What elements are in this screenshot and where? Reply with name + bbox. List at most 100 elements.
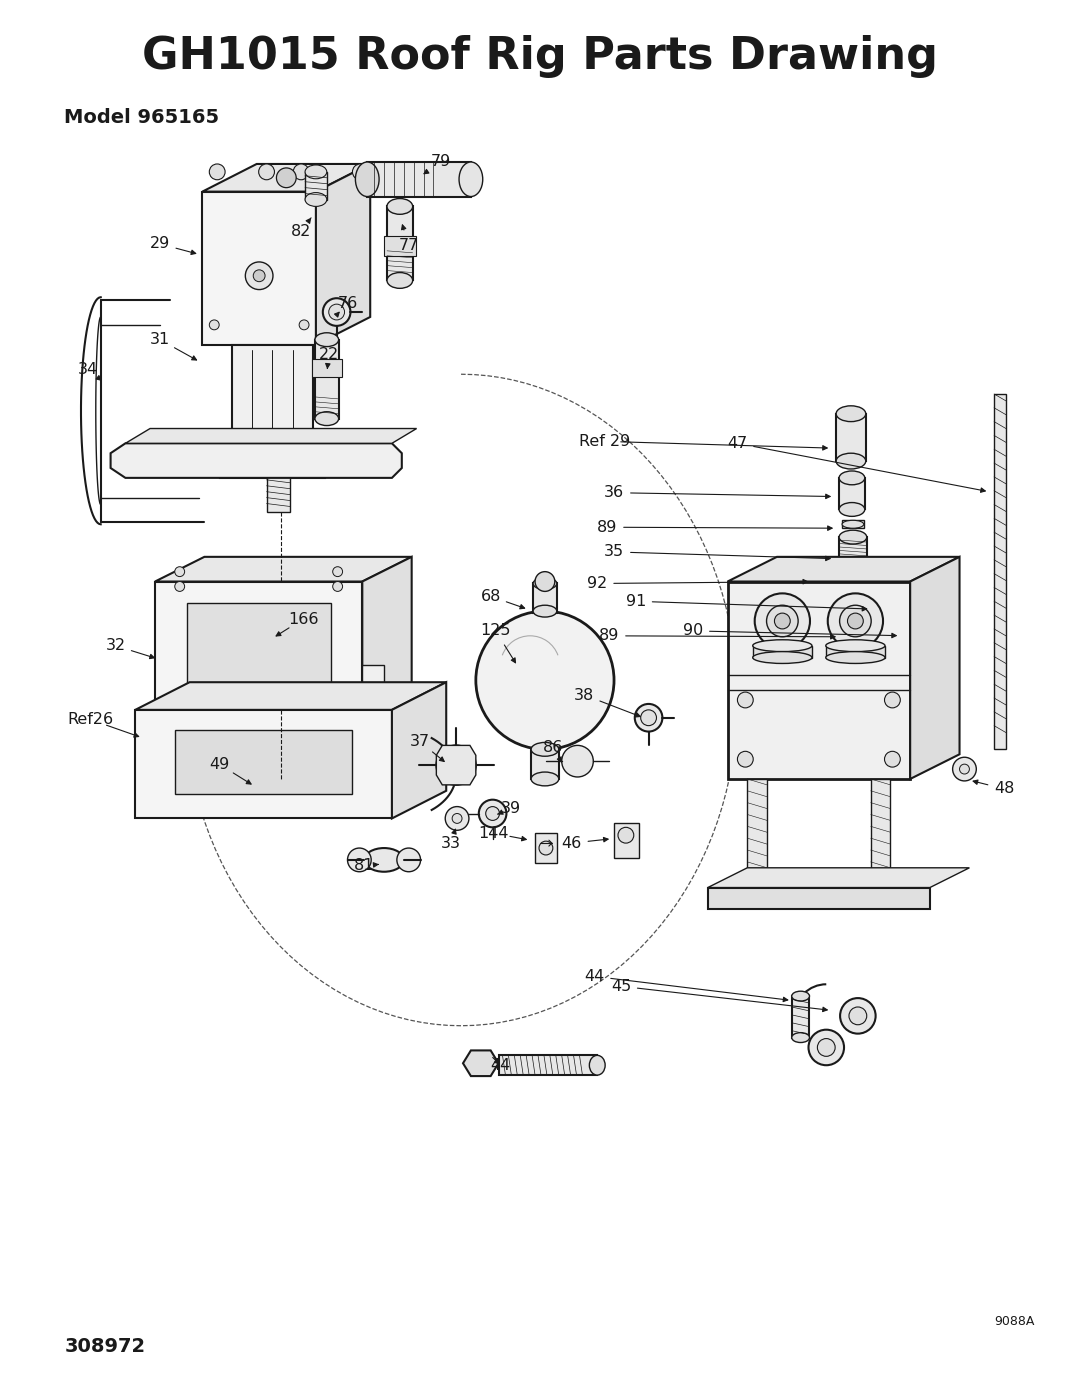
Text: 89: 89 (597, 520, 618, 535)
Ellipse shape (364, 848, 404, 872)
Text: 81: 81 (354, 858, 375, 873)
Bar (534, 584, 557, 613)
Text: 34: 34 (78, 362, 98, 377)
Bar (876, 595, 895, 623)
Text: 45: 45 (611, 979, 631, 993)
Polygon shape (728, 557, 959, 581)
Bar (305, 172, 327, 200)
Bar (156, 581, 362, 710)
Circle shape (839, 605, 872, 637)
Circle shape (953, 757, 976, 781)
Ellipse shape (836, 453, 866, 469)
Text: 166: 166 (288, 612, 319, 626)
Bar (135, 710, 392, 819)
Bar (175, 729, 352, 793)
Circle shape (486, 806, 500, 820)
Text: 79: 79 (431, 155, 451, 169)
Text: 308972: 308972 (64, 1337, 146, 1356)
Ellipse shape (531, 773, 558, 787)
Bar (232, 345, 313, 462)
Circle shape (323, 298, 351, 326)
Circle shape (618, 827, 634, 844)
Text: 32: 32 (106, 638, 125, 654)
Text: 44: 44 (584, 970, 605, 983)
Text: Ref26: Ref26 (68, 712, 113, 728)
Circle shape (446, 756, 465, 775)
Circle shape (476, 610, 615, 749)
Circle shape (562, 746, 593, 777)
Circle shape (210, 163, 225, 180)
Ellipse shape (792, 1032, 810, 1042)
Polygon shape (910, 557, 959, 780)
Circle shape (640, 710, 657, 725)
Ellipse shape (753, 651, 812, 664)
Polygon shape (707, 868, 970, 887)
Ellipse shape (836, 405, 866, 422)
Ellipse shape (305, 193, 327, 207)
Ellipse shape (839, 531, 867, 543)
Bar (905, 626, 924, 645)
Circle shape (635, 704, 662, 732)
Circle shape (396, 848, 420, 872)
Bar (220, 448, 325, 478)
Circle shape (259, 163, 274, 180)
Ellipse shape (826, 651, 885, 664)
Circle shape (539, 841, 553, 855)
Circle shape (222, 453, 232, 462)
Circle shape (848, 613, 863, 629)
Text: 76: 76 (337, 296, 357, 310)
Circle shape (827, 594, 883, 648)
Bar (362, 665, 384, 696)
Bar (499, 1055, 597, 1076)
Text: 86: 86 (542, 740, 563, 754)
Circle shape (175, 581, 185, 591)
Circle shape (959, 764, 970, 774)
Text: Ref 29: Ref 29 (579, 434, 630, 448)
Text: 39: 39 (500, 800, 521, 816)
Bar (747, 780, 767, 887)
Circle shape (348, 848, 372, 872)
Text: 125: 125 (481, 623, 511, 638)
Ellipse shape (839, 503, 865, 517)
Polygon shape (362, 557, 411, 710)
Text: 90: 90 (683, 623, 703, 638)
Circle shape (738, 752, 753, 767)
Polygon shape (436, 746, 476, 785)
Circle shape (276, 168, 296, 187)
Ellipse shape (826, 640, 885, 651)
Polygon shape (220, 439, 337, 448)
Bar (870, 780, 890, 887)
Ellipse shape (387, 198, 413, 214)
Ellipse shape (792, 992, 810, 1002)
Polygon shape (156, 557, 411, 581)
Polygon shape (202, 163, 370, 191)
Text: 46: 46 (562, 835, 582, 851)
Circle shape (755, 594, 810, 648)
Circle shape (253, 270, 265, 282)
Ellipse shape (531, 742, 558, 756)
Bar (367, 162, 471, 197)
Circle shape (535, 571, 555, 591)
Text: 47: 47 (727, 436, 747, 451)
Ellipse shape (842, 520, 864, 528)
Circle shape (313, 453, 323, 462)
Text: 68: 68 (481, 588, 501, 604)
Text: 22: 22 (319, 346, 339, 362)
Bar (531, 749, 558, 780)
Text: 49: 49 (210, 757, 229, 771)
Circle shape (245, 261, 273, 289)
Circle shape (453, 813, 462, 823)
Bar (187, 604, 330, 687)
Ellipse shape (839, 471, 865, 485)
Circle shape (849, 577, 856, 585)
Circle shape (767, 605, 798, 637)
Bar (315, 339, 339, 419)
Circle shape (845, 574, 861, 590)
Text: 48: 48 (994, 781, 1014, 796)
Circle shape (333, 567, 342, 577)
Circle shape (293, 163, 309, 180)
Ellipse shape (387, 272, 413, 288)
Bar (387, 207, 413, 281)
Circle shape (885, 752, 901, 767)
Bar (753, 645, 812, 658)
